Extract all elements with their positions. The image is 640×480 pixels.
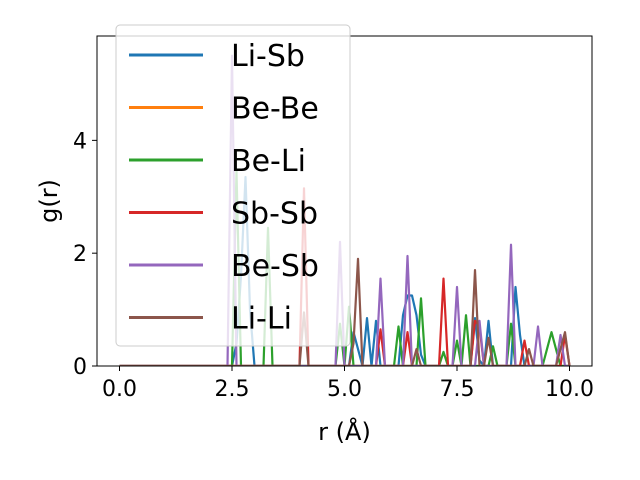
x-tick-label: 0.0: [102, 377, 137, 402]
y-tick-label: 4: [73, 129, 87, 154]
x-tick-label: 7.5: [440, 377, 475, 402]
x-axis-ticks: 0.0 2.5 5.0 7.5 10.0: [102, 366, 594, 402]
legend-label: Sb-Sb: [231, 197, 318, 232]
series-line-sb-sb: [119, 187, 571, 366]
legend-label: Be-Li: [231, 144, 306, 179]
x-tick-label: 5.0: [327, 377, 362, 402]
x-axis-label: r (Å): [318, 417, 371, 446]
legend: Li-Sb Be-Be Be-Li Sb-Sb Be-Sb Li-Li: [115, 24, 351, 347]
legend-label: Be-Be: [231, 92, 319, 127]
legend-label: Li-Sb: [231, 39, 305, 74]
x-tick-label: 2.5: [215, 377, 250, 402]
y-tick-label: 2: [73, 242, 87, 267]
y-axis-ticks: 0 2 4: [73, 129, 97, 380]
x-tick-label: 10.0: [545, 377, 594, 402]
y-tick-label: 0: [73, 355, 87, 380]
legend-label: Be-Sb: [231, 249, 319, 284]
legend-label: Li-Li: [231, 302, 292, 337]
series-line-li-li: [119, 257, 571, 366]
y-axis-label: g(r): [35, 179, 63, 223]
